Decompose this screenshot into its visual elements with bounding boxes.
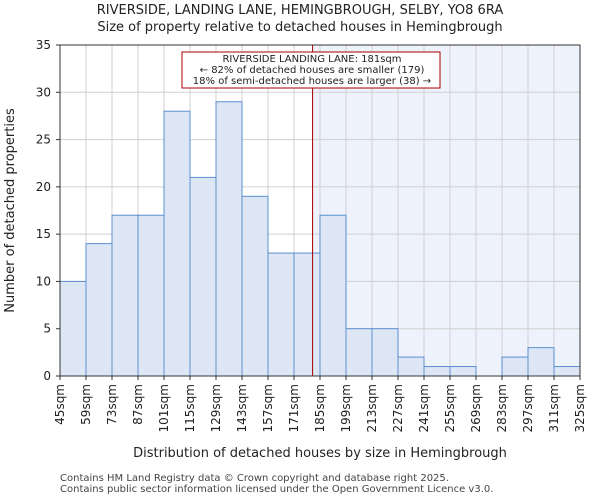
annotation-box <box>181 51 441 89</box>
histogram-bar <box>293 252 321 377</box>
histogram-bar <box>501 356 529 377</box>
x-tick-label: 297sqm <box>521 384 535 432</box>
y-tick-label: 0 <box>43 369 51 383</box>
y-tick-label: 30 <box>36 85 51 99</box>
x-tick-label: 45sqm <box>53 384 67 425</box>
annotation-larger: 18% of semi-detached houses are larger (… <box>193 76 431 87</box>
chart-subtitle: Size of property relative to detached ho… <box>97 20 503 35</box>
y-axis-title: Number of detached properties <box>3 108 18 313</box>
x-tick-label: 269sqm <box>469 384 483 432</box>
y-tick-label: 5 <box>43 322 51 336</box>
x-tick-label: 255sqm <box>443 384 457 432</box>
histogram-bar <box>397 356 425 377</box>
histogram-bar <box>423 366 451 377</box>
x-axis-ticks: 45sqm 59sqm 73sqm 87sqm 101sqm 115sqm 129sqm 14… <box>53 376 587 432</box>
y-tick-label: 20 <box>36 180 51 194</box>
histogram-bar <box>241 195 269 377</box>
annotation-smaller: ← 82% of detached houses are smaller (17… <box>200 65 425 76</box>
x-tick-label: 311sqm <box>547 384 561 432</box>
x-tick-label: 129sqm <box>209 384 223 432</box>
x-tick-label: 171sqm <box>287 384 301 432</box>
histogram-bar <box>85 243 113 377</box>
x-tick-label: 115sqm <box>183 384 197 432</box>
histogram-bar <box>163 110 191 377</box>
y-tick-label: 10 <box>36 274 51 288</box>
x-tick-label: 101sqm <box>157 384 171 432</box>
x-tick-label: 185sqm <box>313 384 327 432</box>
annotation-label: RIVERSIDE LANDING LANE: 181sqm <box>222 54 401 65</box>
y-tick-label: 15 <box>36 227 51 241</box>
footer-copyright: Contains HM Land Registry data © Crown c… <box>60 473 449 484</box>
histogram-bar <box>111 214 139 377</box>
x-tick-label: 213sqm <box>365 384 379 432</box>
histogram-bar <box>371 328 399 377</box>
bars <box>59 101 581 377</box>
histogram-bar <box>137 214 165 377</box>
histogram-bar <box>59 280 87 377</box>
larger-region-highlight <box>312 45 580 376</box>
histogram-chart: 0 5 10 15 20 25 30 35 45sqm 59sqm 73sqm 87sqm 101sq… <box>3 38 587 461</box>
x-tick-label: 241sqm <box>417 384 431 432</box>
histogram-bar <box>267 252 295 377</box>
histogram-bar <box>553 366 581 377</box>
histogram-bar <box>345 328 373 377</box>
footer-licence: Contains public sector information licen… <box>60 484 494 495</box>
y-tick-label: 25 <box>36 133 51 147</box>
x-axis-title: Distribution of detached houses by size … <box>133 446 507 461</box>
histogram-bar <box>319 214 347 377</box>
histogram-bar <box>189 176 217 377</box>
x-tick-label: 227sqm <box>391 384 405 432</box>
y-axis-ticks: 0 5 10 15 20 25 30 35 <box>36 38 60 383</box>
x-tick-label: 157sqm <box>261 384 275 432</box>
histogram-bar <box>527 347 555 377</box>
x-tick-label: 199sqm <box>339 384 353 432</box>
chart-title: RIVERSIDE, LANDING LANE, HEMINGBROUGH, S… <box>96 3 504 18</box>
histogram-bar <box>215 101 243 377</box>
x-tick-label: 283sqm <box>495 384 509 432</box>
y-tick-label: 35 <box>36 38 51 52</box>
histogram-bar <box>449 366 477 377</box>
x-tick-label: 87sqm <box>131 384 145 425</box>
marker-annotation: RIVERSIDE LANDING LANE: 181sqm ← 82% of … <box>181 51 441 89</box>
x-tick-label: 59sqm <box>79 384 93 425</box>
x-tick-label: 325sqm <box>573 384 587 432</box>
x-tick-label: 73sqm <box>105 384 119 425</box>
x-tick-label: 143sqm <box>235 384 249 432</box>
